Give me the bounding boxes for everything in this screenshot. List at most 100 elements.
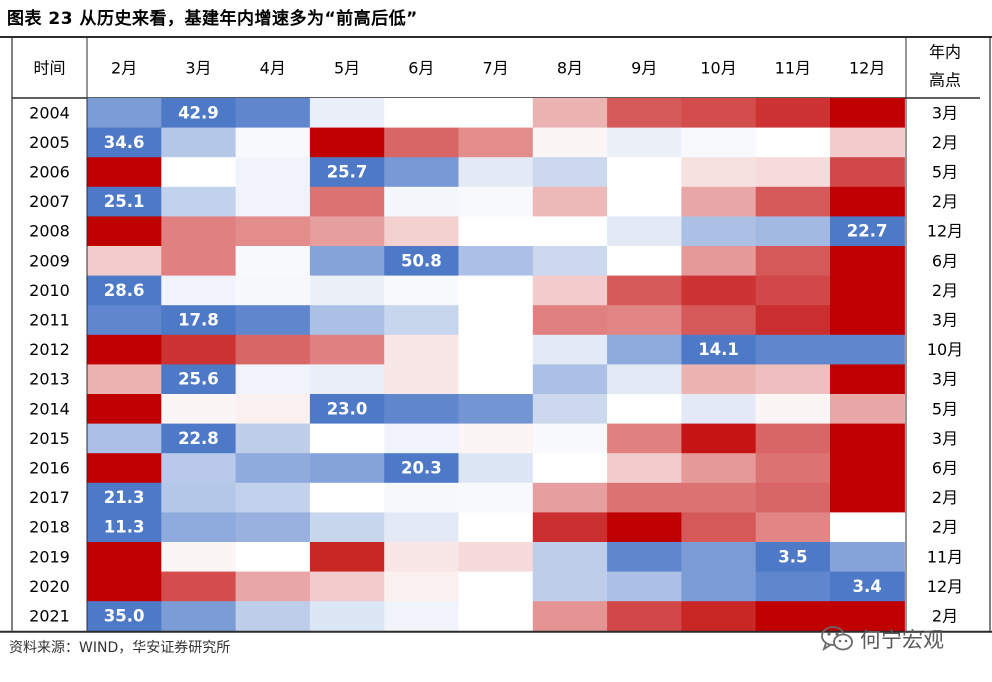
heat-cell-2011-2 (87, 305, 162, 336)
heat-cell-2020-10 (681, 571, 757, 602)
heat-cell-2015-11 (755, 423, 831, 454)
heat-cell-2019-10 (681, 542, 757, 573)
heat-cell-2009-3 (161, 246, 237, 277)
heat-cell-2009-6 (384, 246, 460, 277)
heat-cell-2009-10 (681, 246, 757, 277)
heat-cell-2006-7 (458, 157, 534, 188)
heat-cell-2008-4 (235, 216, 311, 247)
row-year-label: 2015 (29, 429, 70, 448)
row-year-label: 2021 (29, 607, 70, 626)
peak-value-label: 20.3 (401, 459, 442, 478)
row-peak-label: 5月 (932, 399, 958, 418)
heat-cell-2010-2 (87, 275, 162, 306)
heat-cell-2019-9 (607, 542, 682, 573)
heat-cell-2016-9 (607, 453, 682, 484)
row-peak-label: 2月 (932, 518, 958, 537)
heat-cell-2015-9 (607, 423, 682, 454)
heat-cell-2005-4 (235, 127, 311, 158)
heat-cell-2015-7 (458, 423, 534, 454)
row-year-label: 2016 (29, 459, 70, 478)
heat-cell-2005-12 (830, 127, 905, 158)
peak-value-label: 50.8 (401, 251, 442, 270)
heat-cell-2010-3 (161, 275, 237, 306)
row-peak-label: 2月 (932, 607, 958, 626)
heat-cell-2014-2 (87, 394, 162, 425)
heat-cell-2011-3 (161, 305, 237, 336)
heat-cell-2007-10 (681, 186, 757, 217)
heat-cell-2012-6 (384, 334, 460, 365)
heat-cell-2006-2 (87, 157, 162, 188)
heat-cell-2018-6 (384, 512, 460, 543)
heat-cell-2017-5 (309, 482, 385, 513)
heat-cell-2007-8 (532, 186, 608, 217)
heat-cell-2018-5 (309, 512, 385, 543)
column-header-7: 7月 (483, 59, 509, 78)
heat-cell-2014-8 (532, 394, 608, 425)
row-year-label: 2014 (29, 399, 70, 418)
heat-cell-2015-5 (309, 423, 385, 454)
heat-cell-2016-6 (384, 453, 460, 484)
heat-cell-2021-11 (755, 601, 831, 632)
heat-cell-2005-10 (681, 127, 757, 158)
heat-cell-2013-3 (161, 364, 237, 395)
watermark: 何宁宏观 (820, 621, 944, 657)
heat-cell-2020-3 (161, 571, 237, 602)
heat-cell-2016-5 (309, 453, 385, 484)
heat-cell-2017-11 (755, 482, 831, 513)
peak-value-label: 25.7 (327, 163, 368, 182)
heat-cell-2015-8 (532, 423, 608, 454)
peak-value-label: 34.6 (104, 133, 145, 152)
heat-cell-2004-5 (309, 98, 385, 129)
heat-cell-2015-12 (830, 423, 905, 454)
heat-cell-2010-9 (607, 275, 682, 306)
row-peak-label: 5月 (932, 163, 958, 182)
heat-cell-2005-7 (458, 127, 534, 158)
heat-cell-2005-3 (161, 127, 237, 158)
column-header-10: 10月 (700, 59, 736, 78)
heat-cell-2005-5 (309, 127, 385, 158)
column-header-9: 9月 (631, 59, 657, 78)
heat-cell-2018-8 (532, 512, 608, 543)
heat-cell-2021-12 (830, 601, 905, 632)
heat-cell-2021-9 (607, 601, 682, 632)
row-peak-label: 3月 (932, 311, 958, 330)
heat-cell-2006-5 (309, 157, 385, 188)
row-peak-label: 11月 (927, 547, 963, 566)
peak-value-label: 25.6 (178, 370, 219, 389)
heat-cell-2013-9 (607, 364, 682, 395)
row-year-label: 2009 (29, 251, 70, 270)
heat-cell-2019-6 (384, 542, 460, 573)
row-year-label: 2006 (29, 163, 70, 182)
heat-cell-2018-10 (681, 512, 757, 543)
heat-cell-2010-11 (755, 275, 831, 306)
heat-cell-2010-7 (458, 275, 534, 306)
heat-cell-2007-9 (607, 186, 682, 217)
heat-cell-2011-9 (607, 305, 682, 336)
row-peak-label: 12月 (927, 577, 963, 596)
heat-cell-2009-11 (755, 246, 831, 277)
column-header-6: 6月 (408, 59, 434, 78)
peak-value-label: 14.1 (698, 340, 739, 359)
heat-cell-2017-3 (161, 482, 237, 513)
peak-value-label: 35.0 (104, 607, 145, 626)
row-year-label: 2017 (29, 488, 70, 507)
heat-cell-2018-7 (458, 512, 534, 543)
heat-cell-2008-10 (681, 216, 757, 247)
peak-value-label: 3.4 (853, 577, 882, 596)
heat-cell-2012-9 (607, 334, 682, 365)
heat-cell-2009-8 (532, 246, 608, 277)
heat-cell-2012-2 (87, 334, 162, 365)
heat-cell-2013-6 (384, 364, 460, 395)
heat-cell-2020-2 (87, 571, 162, 602)
row-year-label: 2005 (29, 133, 70, 152)
heat-cell-2010-10 (681, 275, 757, 306)
heat-cell-2021-3 (161, 601, 237, 632)
heat-cell-2008-7 (458, 216, 534, 247)
heat-cell-2004-3 (161, 98, 237, 129)
watermark-text: 何宁宏观 (860, 628, 944, 652)
heat-cell-2011-10 (681, 305, 757, 336)
heat-cell-2008-8 (532, 216, 608, 247)
row-year-label: 2012 (29, 340, 70, 359)
corner-label: 时间 (33, 59, 65, 78)
row-year-label: 2008 (29, 222, 70, 241)
